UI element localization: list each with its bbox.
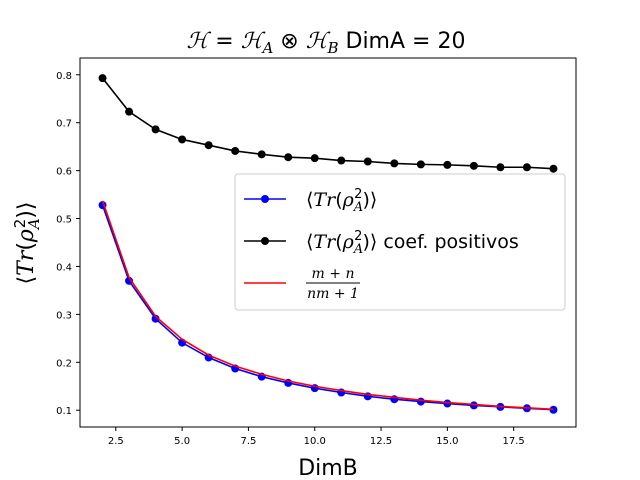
y-tick-label: 0.6	[56, 167, 72, 178]
x-tick-label: 7.5	[240, 436, 256, 447]
data-point-black	[416, 160, 425, 169]
data-point-black	[231, 146, 240, 155]
legend-fraction-numerator: m + n	[312, 266, 355, 282]
legend-item-red: m + n nm + 1	[244, 266, 360, 302]
data-point-black	[125, 107, 134, 116]
legend-item-blue: ⟨Tr(ρA2)⟩	[244, 187, 377, 215]
legend-black-text: coef. positivos	[377, 231, 519, 253]
x-tick-label: 12.5	[370, 436, 392, 447]
x-tick-label: 15.0	[436, 436, 458, 447]
y-axis-label: ⟨Tr(ρA2)⟩	[11, 202, 43, 285]
series-line-red	[101, 200, 554, 411]
series-layer	[98, 74, 558, 414]
svg-text:⟨Tr(ρA2)⟩: ⟨Tr(ρA2)⟩	[306, 187, 377, 215]
y-tick-label: 0.1	[56, 406, 72, 417]
data-point-black	[522, 163, 531, 172]
legend-fraction-denominator: nm + 1	[307, 286, 359, 302]
series-line-black	[101, 77, 554, 170]
series-red	[101, 200, 554, 411]
y-tick-label: 0.5	[56, 215, 72, 226]
data-point-black	[98, 74, 107, 83]
data-point-blue	[416, 397, 425, 406]
chart-title: ℋ = ℋA ⊗ ℋB DimA = 20	[187, 29, 466, 57]
x-axis: 2.5 5.0 7.5 10.0 12.5 15.0 17.5	[108, 427, 525, 447]
data-point-blue	[443, 399, 452, 408]
data-point-black	[469, 161, 478, 170]
data-point-blue	[151, 314, 160, 323]
data-point-black	[337, 156, 346, 165]
x-tick-label: 5.0	[174, 436, 190, 447]
series-black	[98, 74, 558, 173]
y-tick-label: 0.2	[56, 358, 72, 369]
x-tick-label: 2.5	[108, 436, 124, 447]
data-point-black	[178, 135, 187, 144]
plot-frame	[79, 57, 577, 428]
data-point-blue	[125, 276, 134, 285]
y-tick-label: 0.8	[56, 71, 72, 82]
x-tick-label: 10.0	[304, 436, 326, 447]
data-point-black	[257, 150, 266, 159]
x-axis-label: DimB	[298, 456, 358, 480]
y-tick-label: 0.3	[56, 310, 72, 321]
svg-text:⟨Tr(ρA2)⟩ coef. positivos: ⟨Tr(ρA2)⟩ coef. positivos	[306, 229, 519, 257]
y-tick-label: 0.7	[56, 119, 72, 130]
data-point-black	[363, 157, 372, 166]
title-dima: DimA = 20	[346, 29, 466, 54]
data-point-black	[443, 160, 452, 169]
legend: ⟨Tr(ρA2)⟩ ⟨Tr(ρA2)⟩ coef. positivos m + …	[234, 173, 566, 311]
legend-box	[234, 173, 566, 311]
data-point-black	[549, 164, 558, 173]
series-line-blue	[101, 204, 554, 411]
data-point-black	[496, 163, 505, 172]
data-point-black	[204, 141, 213, 150]
data-point-black	[151, 125, 160, 134]
x-tick-label: 17.5	[503, 436, 525, 447]
legend-item-black: ⟨Tr(ρA2)⟩ coef. positivos	[244, 229, 519, 257]
data-point-blue	[549, 405, 558, 414]
data-point-black	[310, 154, 319, 163]
data-point-blue	[469, 401, 478, 410]
data-point-black	[284, 153, 293, 162]
svg-text:⟨Tr(ρA2)⟩: ⟨Tr(ρA2)⟩	[11, 202, 43, 285]
y-tick-label: 0.4	[56, 262, 72, 273]
y-axis: 0.1 0.2 0.3 0.4 0.5 0.6 0.7 0.8	[56, 71, 80, 417]
data-point-black	[390, 159, 399, 168]
